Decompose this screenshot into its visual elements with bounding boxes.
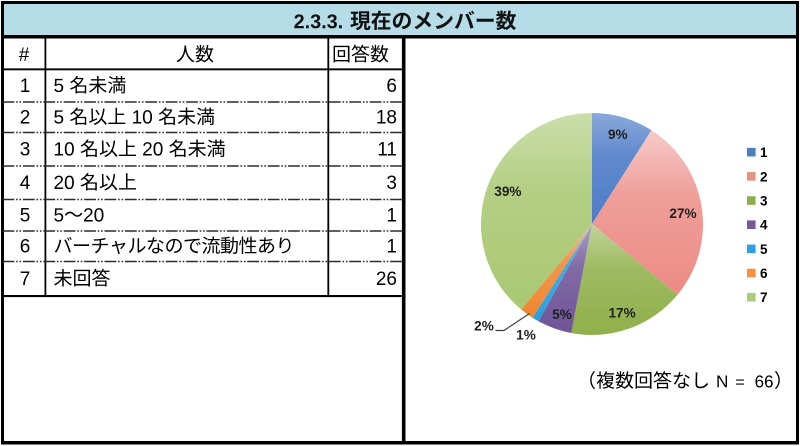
svg-text:18: 18 [376,108,397,129]
svg-text:1: 1 [386,205,397,226]
svg-text:1: 1 [760,145,768,160]
svg-text:6: 6 [20,236,31,257]
svg-text:4: 4 [760,218,768,233]
svg-text:7: 7 [20,269,31,290]
svg-text:1: 1 [20,76,31,97]
svg-text:11: 11 [377,139,397,160]
svg-text:6: 6 [760,266,768,281]
svg-text:6: 6 [386,76,397,97]
svg-text:5: 5 [20,205,31,226]
svg-text:9%: 9% [608,127,628,142]
svg-text:26: 26 [376,269,397,290]
svg-text:3: 3 [20,139,31,160]
svg-text:5%: 5% [552,307,572,322]
svg-text:2: 2 [760,169,768,184]
svg-text:1%: 1% [516,327,536,342]
svg-text:1: 1 [386,236,397,257]
svg-text:3: 3 [760,193,768,208]
svg-text:4: 4 [20,173,31,194]
svg-text:#: # [19,45,30,66]
svg-text:39%: 39% [494,184,521,199]
svg-text:2%: 2% [474,318,494,333]
svg-text:27%: 27% [669,206,696,221]
svg-text:3: 3 [386,173,397,194]
svg-text:5: 5 [760,242,768,257]
svg-text:7: 7 [760,290,768,305]
svg-text:2: 2 [20,108,31,129]
svg-text:17%: 17% [608,306,635,321]
